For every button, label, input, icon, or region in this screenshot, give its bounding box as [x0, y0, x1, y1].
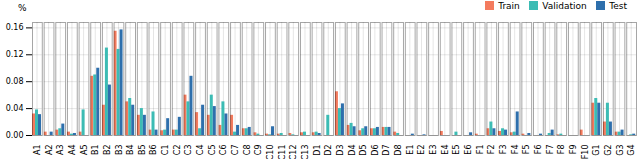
- svg-text:D6: D6: [371, 145, 380, 156]
- svg-text:E6: E6: [464, 145, 473, 155]
- svg-text:F8: F8: [557, 145, 566, 155]
- svg-text:F9: F9: [569, 145, 578, 155]
- svg-text:D4: D4: [348, 145, 357, 156]
- svg-text:B6: B6: [149, 145, 158, 156]
- svg-text:C6: C6: [219, 145, 228, 156]
- svg-text:A5: A5: [80, 145, 89, 156]
- svg-text:0.04: 0.04: [6, 104, 24, 113]
- svg-text:0.16: 0.16: [6, 23, 24, 32]
- svg-text:F7: F7: [546, 145, 555, 155]
- svg-text:F2: F2: [487, 145, 496, 155]
- svg-text:D7: D7: [382, 145, 391, 156]
- svg-text:E1: E1: [406, 145, 415, 155]
- svg-text:C9: C9: [254, 145, 263, 156]
- svg-text:0.00: 0.00: [6, 131, 24, 140]
- svg-text:D3: D3: [336, 145, 345, 156]
- svg-text:F6: F6: [534, 145, 543, 155]
- svg-text:0.08: 0.08: [6, 77, 24, 86]
- html-text:Train: Train: [498, 0, 520, 11]
- svg-text:G1: G1: [592, 145, 601, 156]
- svg-text:0.12: 0.12: [6, 50, 24, 59]
- svg-text:A4: A4: [68, 145, 77, 156]
- svg-text:E2: E2: [417, 145, 426, 155]
- svg-text:B1: B1: [91, 145, 100, 156]
- svg-text:F10: F10: [581, 145, 590, 160]
- svg-text:F4: F4: [511, 145, 520, 155]
- svg-text:B3: B3: [115, 145, 124, 156]
- svg-text:G2: G2: [604, 145, 613, 156]
- svg-text:C12: C12: [289, 145, 298, 160]
- svg-text:F1: F1: [476, 145, 485, 155]
- svg-text:E3: E3: [429, 145, 438, 155]
- svg-text:C7: C7: [231, 145, 240, 156]
- svg-text:C11: C11: [278, 145, 287, 160]
- html-text:Test: Test: [609, 0, 627, 11]
- svg-text:C4: C4: [196, 145, 205, 156]
- svg-text:G4: G4: [627, 145, 636, 156]
- svg-text:A1: A1: [33, 145, 42, 156]
- svg-text:B5: B5: [138, 145, 147, 156]
- svg-text:E4: E4: [441, 145, 450, 155]
- svg-text:C5: C5: [208, 145, 217, 156]
- svg-text:D1: D1: [313, 145, 322, 156]
- svg-text:G3: G3: [616, 145, 625, 156]
- svg-text:F3: F3: [499, 145, 508, 155]
- svg-text:D8: D8: [394, 145, 403, 156]
- svg-text:C13: C13: [301, 145, 310, 160]
- svg-text:F5: F5: [522, 145, 531, 155]
- svg-text:A3: A3: [56, 145, 65, 156]
- svg-text:C2: C2: [173, 145, 182, 156]
- svg-text:D5: D5: [359, 145, 368, 156]
- svg-text:D2: D2: [324, 145, 333, 156]
- svg-text:B2: B2: [103, 145, 112, 156]
- svg-text:C3: C3: [184, 145, 193, 156]
- svg-text:B4: B4: [126, 145, 135, 156]
- html-text:Validation: Validation: [542, 0, 587, 11]
- svg-text:C8: C8: [243, 145, 252, 156]
- svg-text:C1: C1: [161, 145, 170, 156]
- svg-text:C10: C10: [266, 145, 275, 160]
- svg-text:A2: A2: [45, 145, 54, 156]
- svg-text:E5: E5: [452, 145, 461, 155]
